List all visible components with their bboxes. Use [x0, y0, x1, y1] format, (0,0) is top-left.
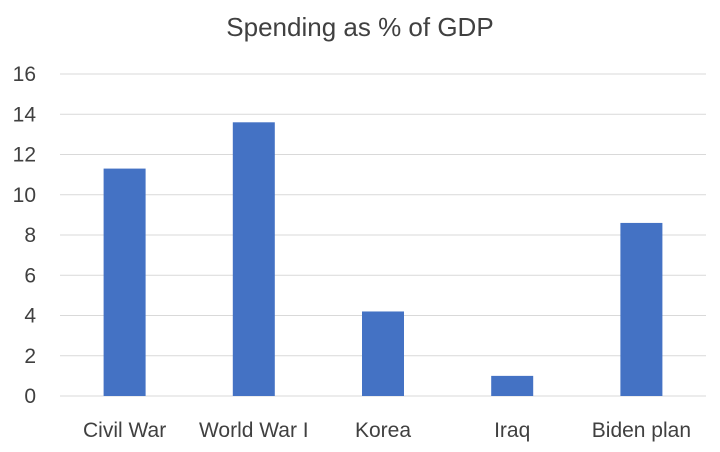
- y-tick-label: 2: [24, 345, 36, 368]
- y-tick-label: 14: [13, 103, 37, 126]
- bar: [620, 222, 663, 396]
- x-axis-labels: Civil War World War I Korea Iraq Biden plan: [83, 419, 691, 442]
- y-tick-label: 0: [24, 385, 36, 408]
- bar: [103, 168, 146, 396]
- chart-title: Spending as % of GDP: [226, 12, 494, 42]
- bars: [103, 122, 663, 397]
- x-category-label: World War I: [199, 419, 309, 442]
- y-tick-label: 4: [24, 305, 36, 328]
- bar: [491, 375, 534, 396]
- x-category-label: Civil War: [83, 419, 166, 442]
- bar: [232, 122, 275, 397]
- x-category-label: Korea: [355, 419, 411, 442]
- y-axis-ticks: 0 2 4 6 8 10 12 14 16: [13, 63, 37, 408]
- x-category-label: Iraq: [494, 419, 530, 442]
- y-tick-label: 6: [24, 264, 36, 287]
- bar: [362, 311, 404, 396]
- y-tick-label: 16: [13, 63, 36, 86]
- y-tick-label: 10: [13, 184, 36, 207]
- y-tick-label: 12: [13, 144, 36, 167]
- y-tick-label: 8: [24, 224, 36, 247]
- x-category-label: Biden plan: [592, 419, 691, 442]
